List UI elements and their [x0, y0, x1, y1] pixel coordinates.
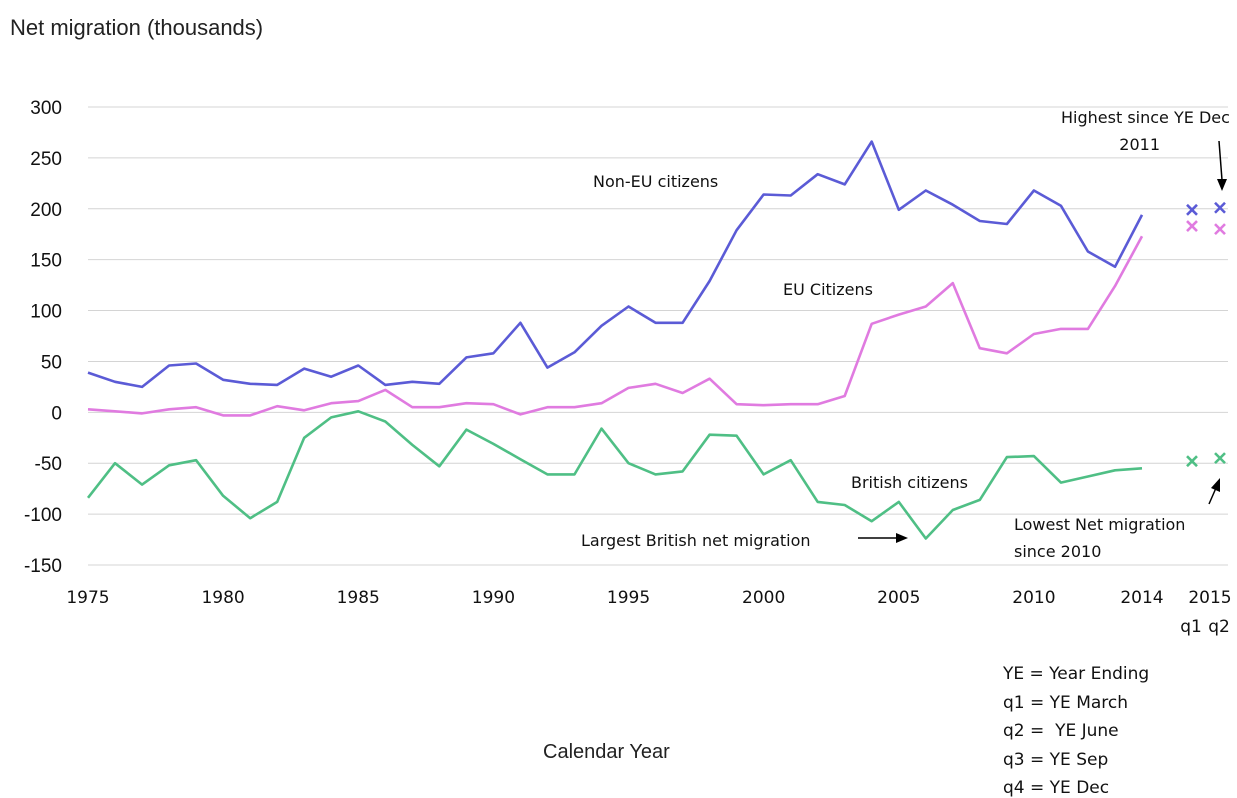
x-tick-label: 2000 [742, 588, 785, 608]
annotation-lowest-arrowhead [1211, 478, 1220, 492]
y-axis-title: Net migration (thousands) [10, 15, 263, 40]
annotation-highest: Highest since YE Dec 2011 [1061, 108, 1235, 154]
quarterly-marker [1214, 223, 1226, 236]
x-tick-label: 1995 [607, 588, 650, 608]
y-tick-labels: 300 250 200 150 100 50 0 -50 -100 -150 [24, 98, 62, 577]
series-label-non-eu: Non-EU citizens [593, 172, 718, 191]
note-q2: q2 = YE June [1003, 721, 1119, 741]
x-tick-label-q1: q1 [1180, 617, 1202, 637]
note-q3: q3 = YE Sep [1003, 750, 1108, 770]
y-tick-label: -150 [24, 556, 62, 577]
annotation-largest-british: Largest British net migration [581, 531, 811, 550]
quarterly-marker [1214, 201, 1226, 214]
x-tick-label: 2010 [1012, 588, 1055, 608]
series-line-1 [87, 235, 1144, 417]
series-line-2 [86, 409, 1143, 540]
annotation-lowest-line-2: since 2010 [1014, 542, 1101, 561]
x-tick-label: 1975 [66, 588, 109, 608]
x-tick-label: 1990 [472, 588, 515, 608]
annotation-lowest-arrow [1208, 487, 1217, 505]
quarterly-marker [1186, 203, 1198, 216]
annotation-highest-arrow [1218, 140, 1223, 181]
note-q1: q1 = YE March [1003, 693, 1128, 713]
quarterly-markers [1186, 201, 1226, 468]
series-line-0 [87, 140, 1144, 389]
y-tick-label: -100 [24, 505, 62, 526]
quarterly-marker [1186, 455, 1198, 468]
y-tick-label: 100 [30, 302, 62, 323]
y-tick-label: 150 [30, 251, 62, 272]
notes-legend: YE = Year Ending q1 = YE March q2 = YE J… [1002, 664, 1149, 798]
x-tick-labels: 1975 1980 1985 1990 1995 2000 2005 2010 2014 [66, 588, 1163, 608]
y-tick-label: 0 [51, 403, 62, 424]
y-tick-label: 300 [30, 98, 62, 119]
x-tick-label: 2014 [1120, 588, 1163, 608]
x-tick-label-2015: 2015 [1188, 588, 1231, 608]
annotation-lowest-line-1: Lowest Net migration [1014, 515, 1185, 534]
y-tick-label: 250 [30, 149, 62, 170]
series-label-eu: EU Citizens [783, 280, 873, 299]
y-tick-label: 200 [30, 200, 62, 221]
quarterly-marker [1186, 220, 1198, 232]
annotation-highest-line-1: Highest since YE Dec [1061, 108, 1230, 127]
y-tick-label: -50 [35, 454, 62, 475]
x-tick-label-q2: q2 [1208, 617, 1230, 637]
annotation-largest-arrowhead [896, 533, 908, 543]
annotation-highest-line-2: 2011 [1119, 135, 1160, 154]
x-axis-title: Calendar Year [543, 741, 670, 763]
annotation-highest-arrowhead [1217, 179, 1227, 191]
x-tick-label: 1980 [201, 588, 244, 608]
series-lines [86, 140, 1144, 540]
annotation-lowest: Lowest Net migration since 2010 [1014, 515, 1191, 561]
x-tick-label: 1985 [337, 588, 380, 608]
note-q4: q4 = YE Dec [1003, 778, 1109, 798]
x-tick-label: 2005 [877, 588, 920, 608]
note-ye: YE = Year Ending [1002, 664, 1149, 684]
y-tick-label: 50 [41, 352, 62, 373]
series-label-british: British citizens [851, 473, 968, 492]
quarterly-marker [1214, 452, 1226, 465]
gridlines [88, 106, 1228, 566]
